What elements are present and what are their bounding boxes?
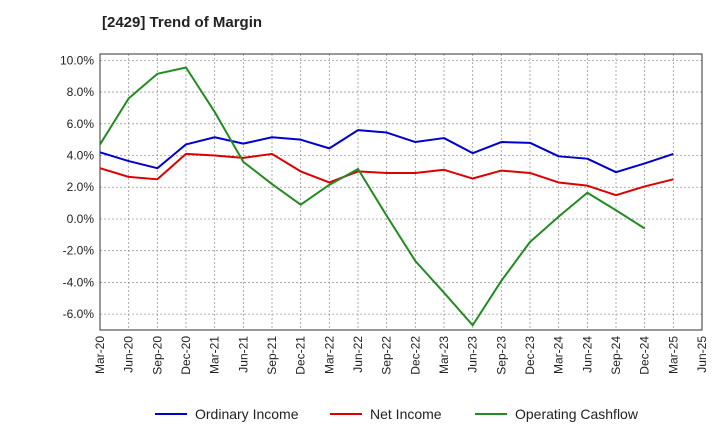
x-tick-label: Mar-25 [666, 336, 680, 374]
grid-lines [100, 54, 702, 330]
x-tick-label: Jun-24 [580, 336, 594, 373]
legend-label: Ordinary Income [195, 406, 299, 422]
series-line-2 [99, 66, 646, 327]
x-tick-label: Sep-24 [609, 336, 623, 375]
y-tick-label: 10.0% [60, 53, 94, 67]
x-tick-label: Sep-20 [150, 336, 164, 375]
legend: Ordinary Income Net Income Operating Cashf… [155, 406, 639, 422]
x-tick-label: Dec-20 [179, 336, 193, 375]
plot-area-frame [99, 53, 703, 331]
y-tick-label: -6.0% [63, 307, 95, 321]
x-tick-label: Sep-22 [380, 336, 394, 375]
x-tick-label: Mar-23 [437, 336, 451, 374]
y-tick-label: -2.0% [63, 244, 95, 258]
x-tick-label: Mar-22 [322, 336, 336, 374]
y-tick-label: 4.0% [67, 149, 95, 163]
x-tick-label: Mar-24 [552, 336, 566, 374]
x-tick-label: Jun-21 [236, 336, 250, 373]
x-tick-label: Jun-22 [351, 336, 365, 373]
legend-label: Operating Cashflow [515, 406, 639, 422]
y-tick-label: 6.0% [67, 117, 95, 131]
x-tick-label: Dec-22 [408, 336, 422, 375]
x-tick-label: Dec-21 [294, 336, 308, 375]
x-tick-label: Jun-25 [695, 336, 709, 373]
legend-label: Net Income [370, 406, 442, 422]
y-axis-ticks: 10.0% 8.0% 6.0% 4.0% 2.0% 0.0% -2.0% -4.0% -6.0% [60, 53, 94, 321]
x-tick-label: Mar-21 [208, 336, 222, 374]
x-tick-label: Jun-23 [466, 336, 480, 373]
series-line-1 [99, 152, 674, 197]
x-tick-label: Jun-20 [122, 336, 136, 373]
x-tick-label: Dec-24 [638, 336, 652, 375]
y-tick-label: 8.0% [67, 85, 95, 99]
chart-title: [2429] Trend of Margin [102, 14, 263, 31]
series-line-0 [99, 129, 674, 174]
x-axis-ticks: Mar-20 Jun-20 Sep-20 Dec-20 Mar-21 Jun-21 Sep-… [93, 336, 709, 375]
series-lines [99, 66, 674, 327]
x-tick-label: Mar-20 [93, 336, 107, 374]
x-tick-label: Dec-23 [523, 336, 537, 375]
y-tick-label: -4.0% [63, 275, 95, 289]
x-tick-label: Sep-21 [265, 336, 279, 375]
y-tick-label: 0.0% [67, 212, 95, 226]
x-tick-label: Sep-23 [494, 336, 508, 375]
y-tick-label: 2.0% [67, 180, 95, 194]
